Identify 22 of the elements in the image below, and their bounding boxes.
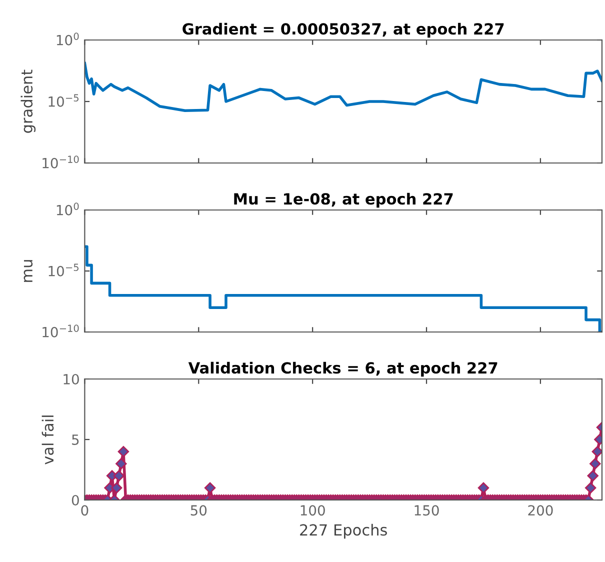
y-tick-label: 10$^{−5}$ (48, 94, 78, 107)
y-tick-label: 10$^{−10}$ (42, 324, 79, 338)
y-tick-label: 5 (72, 434, 79, 445)
x-tick-label: 150 (414, 505, 439, 516)
y-tick-label: 10$^{−10}$ (42, 156, 79, 168)
chart-title: Mu = 1e-08, at epoch 227 (234, 192, 453, 208)
x-tick-label: 0 (81, 505, 88, 516)
x-tick-label: 50 (190, 505, 207, 516)
chart-title: Validation Checks = 6, at epoch 227 (188, 362, 498, 377)
y-tick-label: 10$^{0}$ (56, 32, 79, 46)
y-tick-label: 0 (72, 494, 79, 506)
chart-title: Gradient = 0.00050327, at epoch 227 (182, 22, 504, 38)
y-tick-label: 10$^{−5}$ (48, 264, 78, 276)
line-series (84, 62, 602, 112)
y-tick-label: 10$^{0}$ (56, 202, 79, 216)
x-tick-label: 100 (300, 505, 325, 516)
y-axis-title: mu (24, 260, 33, 282)
x-tick-label: 200 (528, 505, 553, 516)
y-axis-title: val fail (42, 416, 54, 464)
y-axis-title: gradient (20, 70, 36, 133)
x-axis-title: 227 Epochs (300, 524, 387, 539)
y-tick-label: 10 (64, 374, 79, 384)
